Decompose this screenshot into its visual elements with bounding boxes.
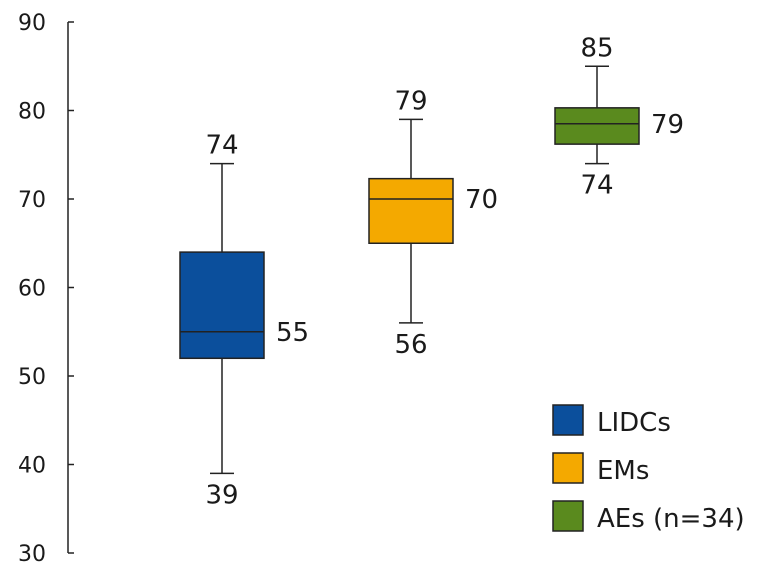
max-label: 74	[205, 131, 238, 161]
legend: LIDCs EMs AEs (n=34)	[552, 404, 745, 534]
y-tick-label: 70	[18, 188, 46, 213]
legend-label: AEs (n=34)	[597, 504, 745, 534]
y-tick-label: 40	[18, 454, 46, 479]
box-group: 79 70 56	[368, 86, 498, 360]
y-tick-label: 60	[18, 277, 46, 302]
box-iqr	[554, 107, 640, 145]
min-label: 56	[394, 330, 427, 360]
legend-label: LIDCs	[597, 408, 671, 438]
legend-item: AEs (n=34)	[552, 500, 745, 534]
legend-item: LIDCs	[552, 404, 671, 438]
legend-swatch	[552, 404, 584, 436]
median-label: 70	[465, 185, 498, 215]
box-iqr	[368, 177, 454, 245]
y-axis: 30 40 50 60 70 80 90	[18, 11, 74, 567]
min-label: 39	[205, 480, 238, 510]
y-tick-label: 30	[18, 542, 46, 567]
legend-label: EMs	[597, 456, 649, 486]
legend-item: EMs	[552, 452, 649, 486]
max-label: 79	[394, 86, 427, 116]
box-series: 74 55 39 79 70 56 85 79 74	[179, 33, 684, 510]
legend-swatch	[552, 500, 584, 532]
box-iqr	[179, 251, 265, 360]
min-label: 74	[580, 171, 613, 201]
y-tick-label: 80	[18, 100, 46, 125]
y-tick-label: 50	[18, 365, 46, 390]
median-label: 55	[276, 318, 309, 348]
box-group: 85 79 74	[554, 33, 684, 201]
median-label: 79	[651, 110, 684, 140]
box-group: 74 55 39	[179, 131, 309, 510]
y-tick-label: 90	[18, 11, 46, 36]
max-label: 85	[580, 33, 613, 63]
legend-swatch	[552, 452, 584, 484]
